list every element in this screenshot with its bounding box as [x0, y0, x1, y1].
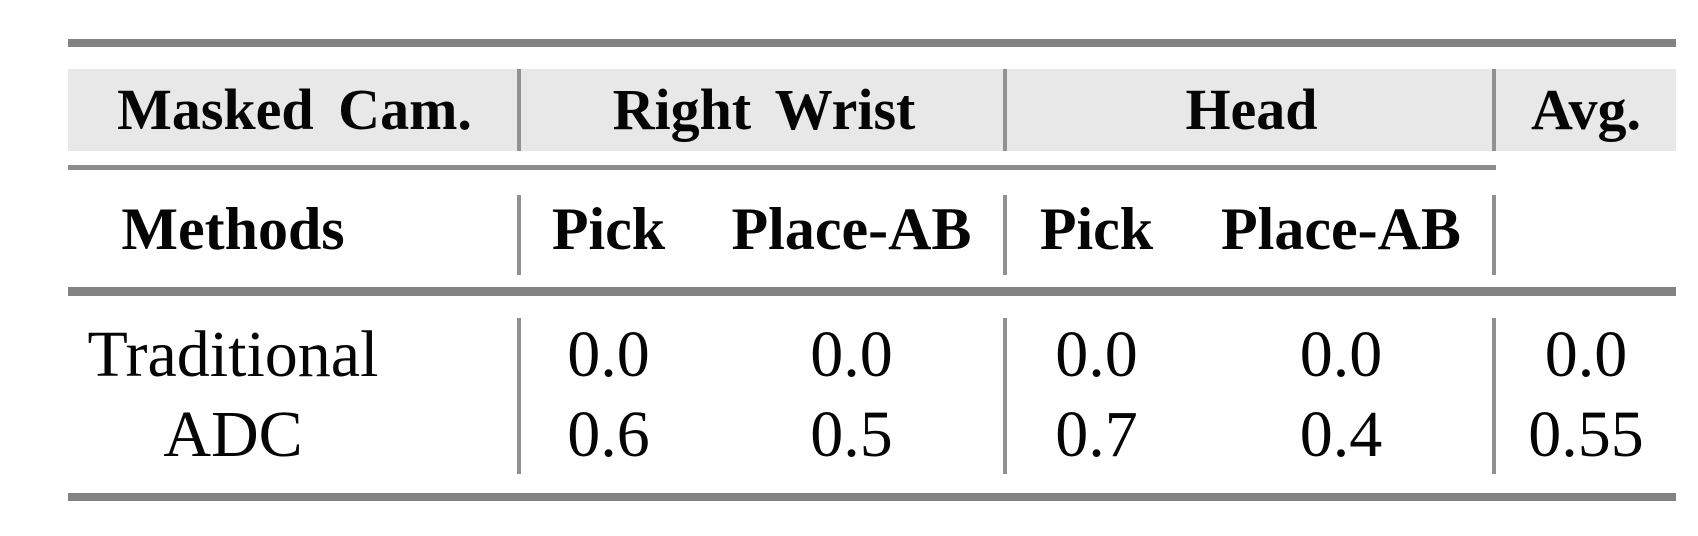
- value-rw-pick: 0.0: [567, 317, 650, 391]
- header-row-groups: Masked Cam. Right Wrist Head Avg.: [68, 69, 1676, 151]
- header-right-wrist: Right Wrist: [612, 77, 916, 142]
- spacer: [68, 47, 1676, 69]
- table-body: Traditional 0.0 0.0 0.0 0.0 0.0 ADC 0.6 …: [68, 296, 1676, 493]
- column-divider: [517, 318, 521, 474]
- column-divider: [1492, 69, 1496, 151]
- header-masked-cam: Masked Cam.: [117, 77, 472, 142]
- value-head-pick: 0.7: [1055, 397, 1138, 471]
- column-divider: [1492, 318, 1496, 474]
- results-table: Masked Cam. Right Wrist Head Avg. Method…: [68, 39, 1676, 501]
- header-head: Head: [1185, 77, 1318, 142]
- method-label: ADC: [163, 397, 303, 471]
- table-bottom-rule: [68, 493, 1676, 501]
- header-mid-rule: [68, 165, 1496, 170]
- value-rw-place-ab: 0.0: [810, 317, 893, 391]
- header-body-rule: [68, 287, 1676, 296]
- method-label: Traditional: [87, 317, 379, 391]
- header-avg: Avg.: [1530, 77, 1642, 142]
- column-divider: [1492, 195, 1496, 275]
- header-methods: Methods: [121, 195, 345, 262]
- value-rw-pick: 0.6: [567, 397, 650, 471]
- value-avg: 0.0: [1544, 317, 1628, 391]
- header-rw-pick: Pick: [551, 195, 666, 262]
- value-head-pick: 0.0: [1055, 317, 1138, 391]
- column-divider: [1003, 195, 1007, 275]
- header-head-pick: Pick: [1039, 195, 1154, 262]
- table-top-rule: [68, 39, 1676, 47]
- table-row-traditional: Traditional 0.0 0.0 0.0 0.0 0.0: [68, 315, 1676, 395]
- value-head-place-ab: 0.4: [1299, 397, 1383, 471]
- column-divider: [517, 195, 521, 275]
- table-row-adc: ADC 0.6 0.5 0.7 0.4 0.55: [68, 395, 1676, 475]
- header-rw-place-ab: Place-AB: [731, 195, 972, 262]
- header-row-methods: Methods Pick Place-AB Pick Place-AB: [68, 170, 1676, 287]
- column-divider: [1003, 318, 1007, 474]
- value-avg: 0.55: [1528, 397, 1644, 471]
- spacer: [68, 151, 1676, 165]
- column-divider: [1003, 69, 1007, 151]
- column-divider: [517, 69, 521, 151]
- value-head-place-ab: 0.0: [1299, 317, 1383, 391]
- value-rw-place-ab: 0.5: [810, 397, 893, 471]
- header-head-place-ab: Place-AB: [1221, 195, 1461, 262]
